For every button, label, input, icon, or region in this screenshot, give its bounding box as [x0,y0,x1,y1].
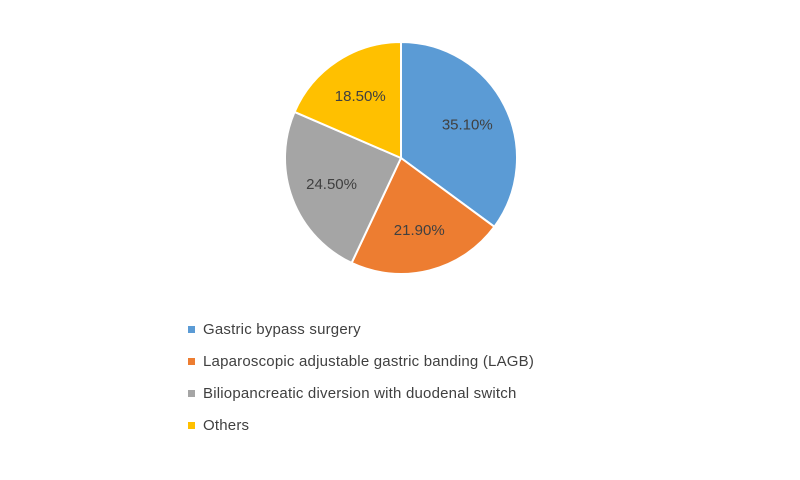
pie-data-label: 35.10% [442,117,493,134]
legend-swatch [188,325,195,333]
chart-legend: Gastric bypass surgery Laparoscopic adju… [188,318,534,446]
pie-slice-biliopancreatic [284,110,403,265]
legend-label: Biliopancreatic diversion with duodenal … [203,384,517,402]
legend-swatch [188,421,195,429]
pie-slices [284,40,518,275]
legend-swatch [188,357,195,365]
legend-label: Others [203,416,250,434]
legend-item-others: Others [188,414,534,436]
pie-slice-lagb [350,156,496,275]
pie-data-label: 18.50% [335,88,386,105]
pie-slice-others [293,40,402,160]
legend-item-lagb: Laparoscopic adjustable gastric banding … [188,350,534,372]
pie-slice-gastric-bypass [400,40,518,229]
pie-data-labels: 35.10% 21.90% 24.50% 18.50% [306,88,493,239]
legend-item-gastric-bypass: Gastric bypass surgery [188,318,534,340]
legend-label: Laparoscopic adjustable gastric banding … [203,352,535,370]
legend-label: Gastric bypass surgery [203,320,361,338]
pie-data-label: 24.50% [306,176,357,193]
legend-item-biliopancreatic: Biliopancreatic diversion with duodenal … [188,382,534,404]
legend-swatch [188,389,195,397]
pie-data-label: 21.90% [394,222,445,239]
